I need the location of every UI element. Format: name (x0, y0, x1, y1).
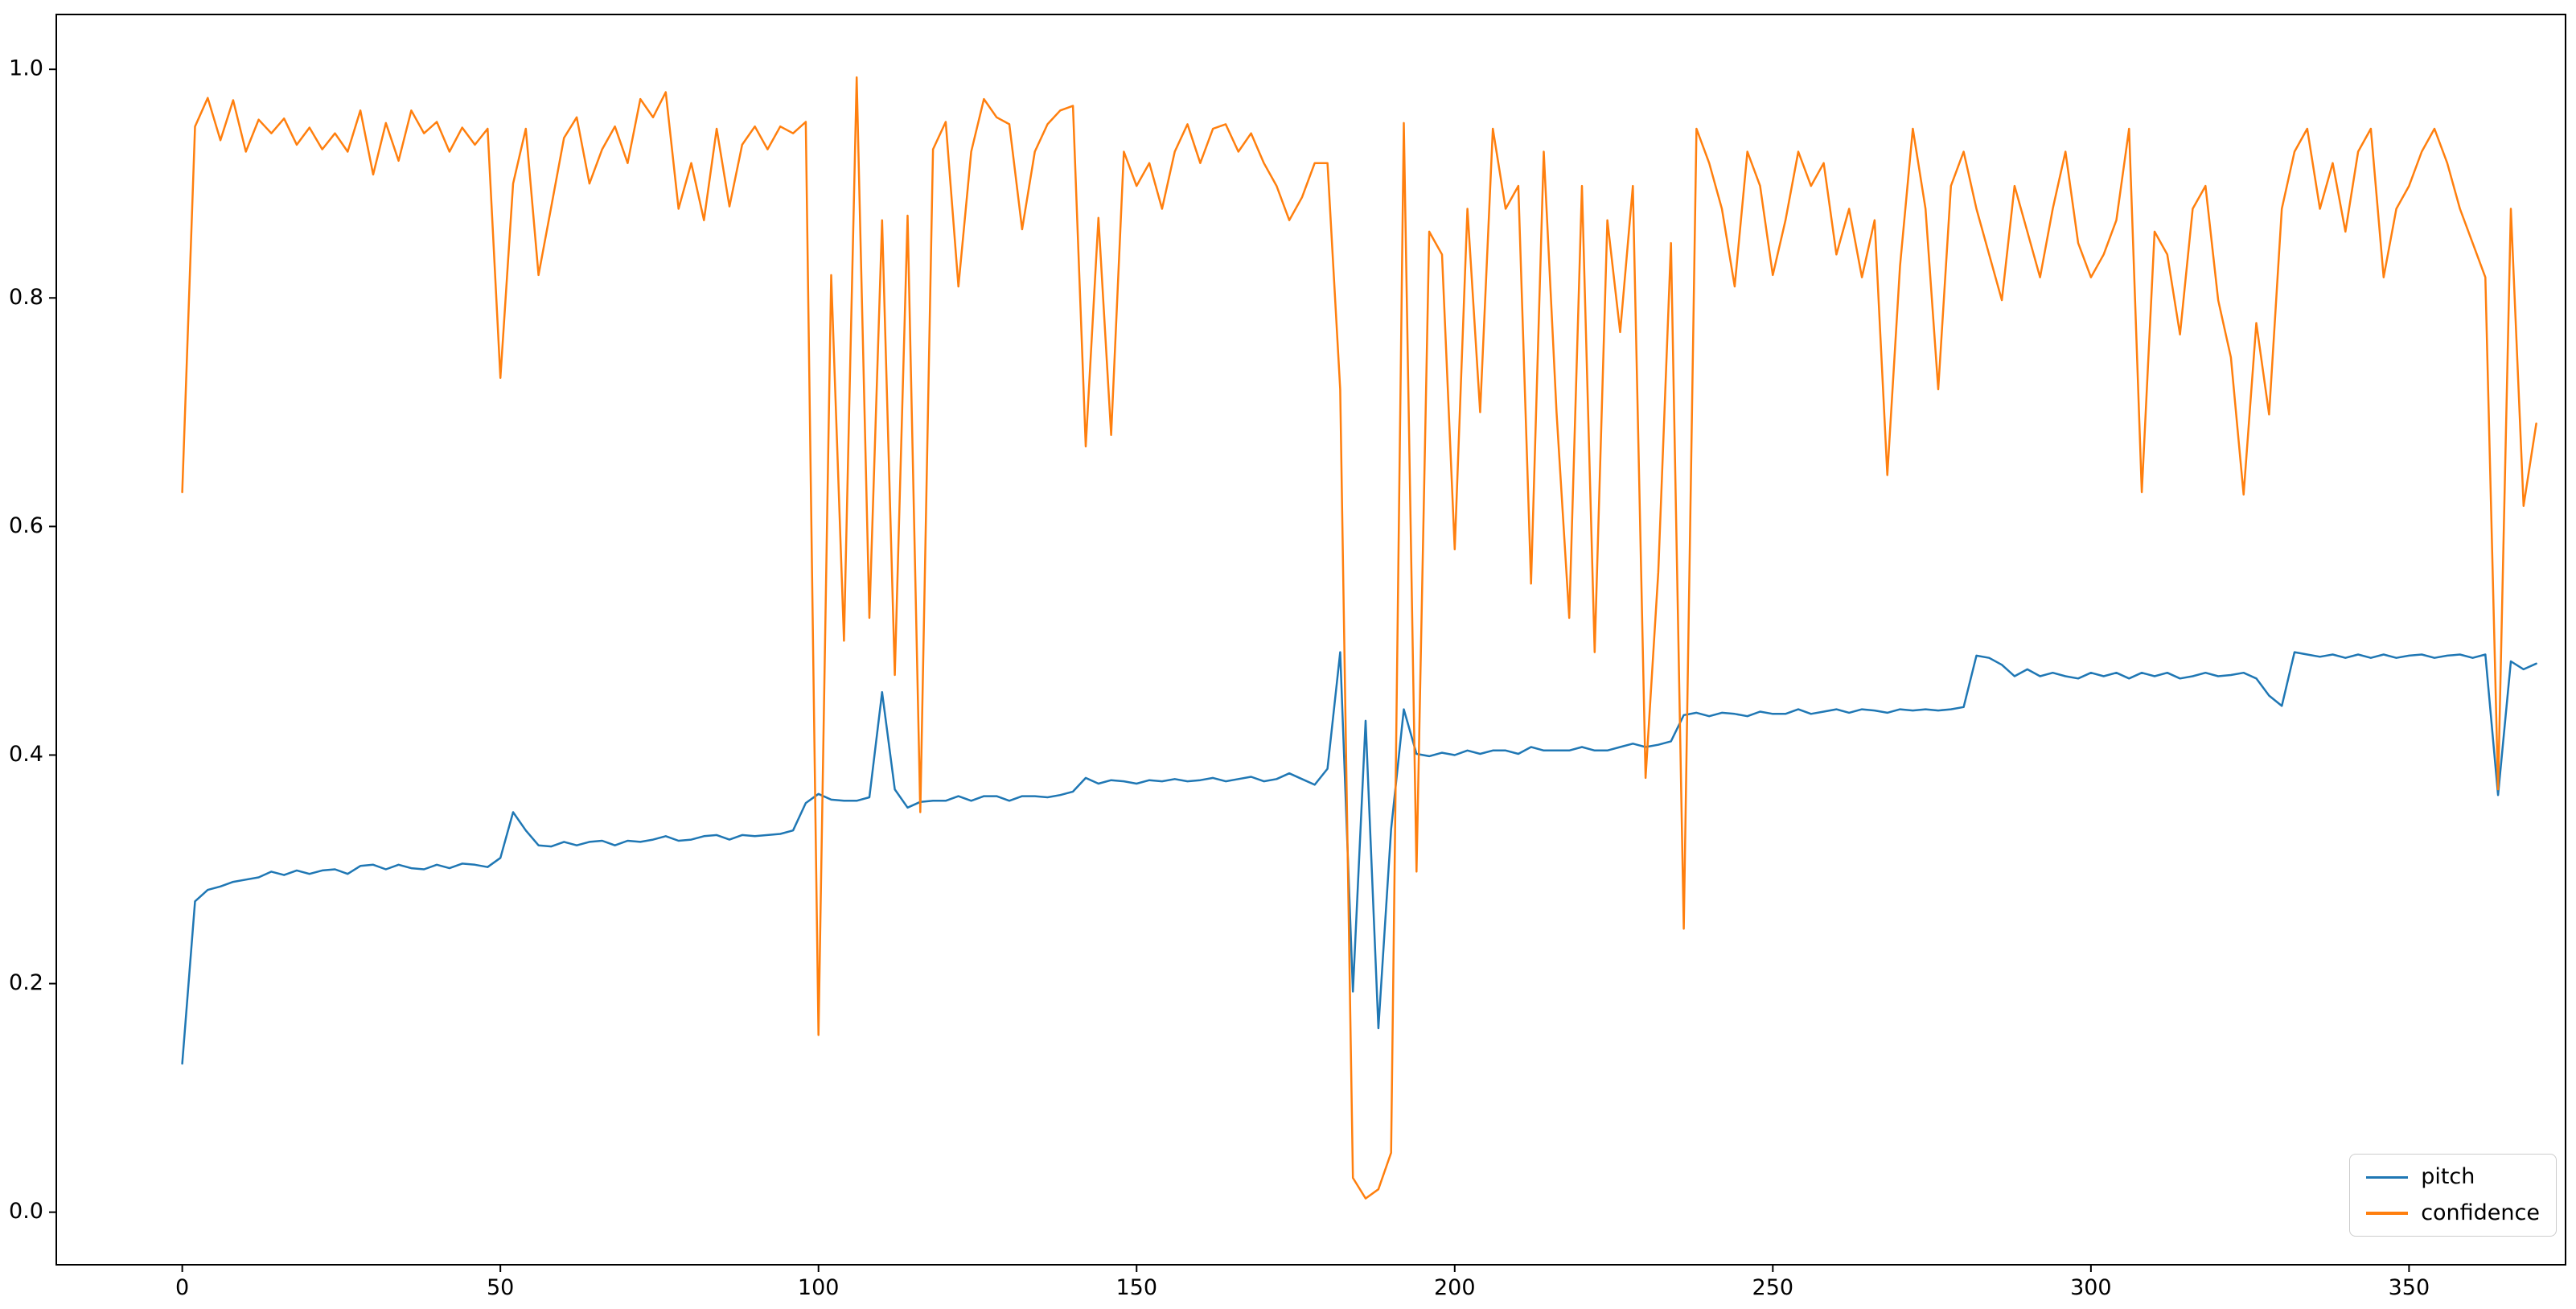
y-tick-label: 0.4 (9, 742, 43, 767)
legend-item-confidence: confidence (2366, 1200, 2540, 1226)
confidence-line (181, 76, 2537, 1200)
plot-border (55, 14, 2566, 1266)
y-tick-label: 0.8 (9, 285, 43, 310)
x-tick-label: 0 (175, 1275, 189, 1300)
y-tick-label: 0.0 (9, 1199, 43, 1224)
x-tick-label: 200 (1434, 1275, 1476, 1300)
y-tick-label: 0.2 (9, 970, 43, 995)
x-tick-label: 300 (2070, 1275, 2112, 1300)
x-tick-label: 100 (798, 1275, 840, 1300)
legend-label-pitch: pitch (2421, 1164, 2475, 1190)
pitch-line (181, 651, 2537, 1065)
y-tick-label: 0.6 (9, 513, 43, 538)
x-tick-label: 350 (2389, 1275, 2430, 1300)
x-tick-label: 250 (1752, 1275, 1794, 1300)
legend: pitch confidence (2349, 1154, 2557, 1237)
x-tick-label: 50 (487, 1275, 514, 1300)
confidence-line-swatch (2366, 1212, 2409, 1215)
legend-label-confidence: confidence (2421, 1200, 2540, 1225)
legend-item-pitch: pitch (2366, 1164, 2540, 1190)
pitch-line-swatch (2366, 1175, 2409, 1179)
x-tick-label: 150 (1115, 1275, 1157, 1300)
y-tick-label: 1.0 (9, 56, 43, 81)
